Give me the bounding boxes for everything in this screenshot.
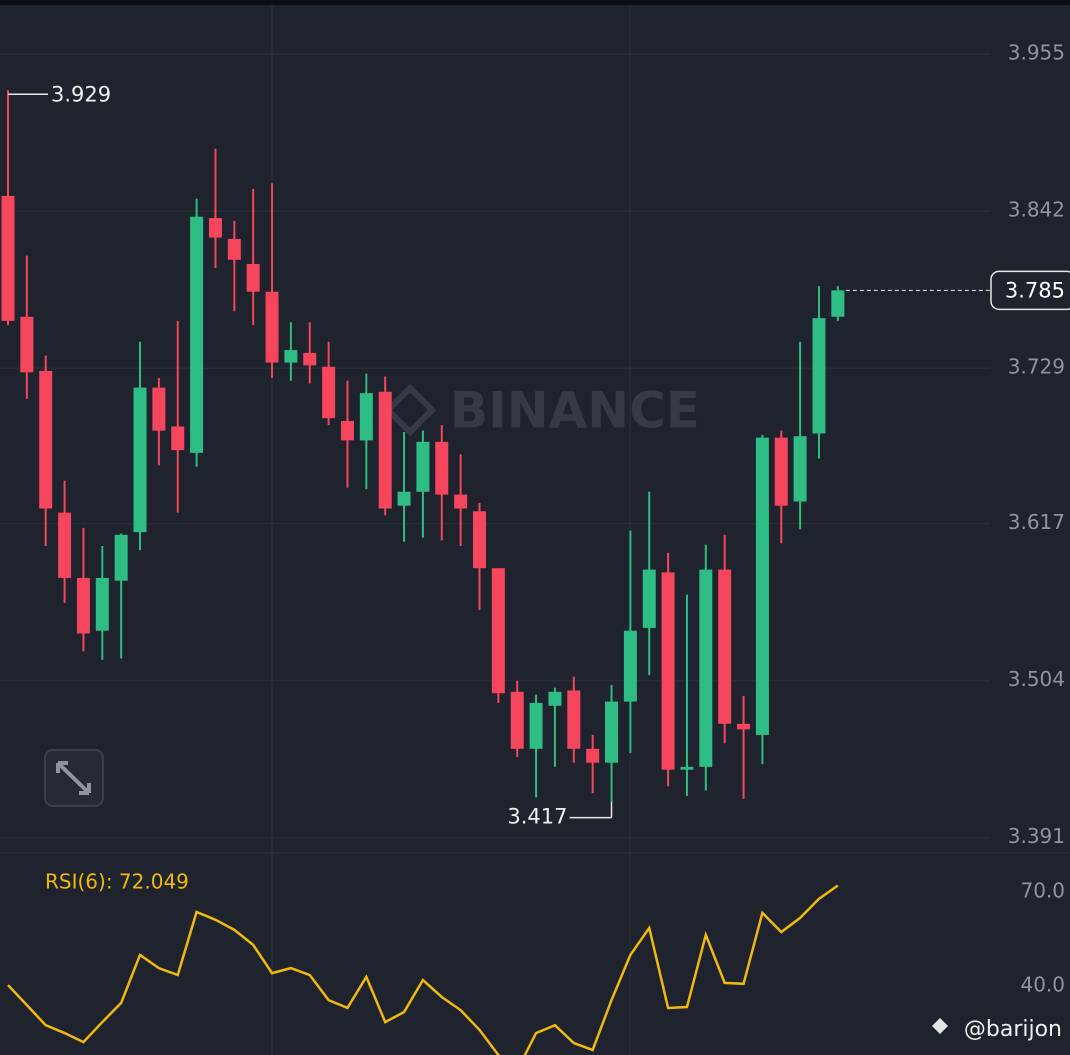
candle-body <box>623 630 637 702</box>
candle-body <box>699 569 713 767</box>
low-marker: 3.417 <box>507 805 567 829</box>
candle-body <box>831 290 845 317</box>
expand-icon <box>56 761 91 795</box>
price-box <box>990 270 1070 311</box>
candle-body <box>397 491 411 506</box>
y-tick-label: 40.0 <box>1020 972 1065 996</box>
credit-logo <box>932 1018 948 1034</box>
candle-body <box>605 701 619 763</box>
y-tick-label: 3.617 <box>1008 510 1065 534</box>
candle-body <box>322 366 336 419</box>
candle-body <box>567 690 581 749</box>
candle-body <box>473 511 486 569</box>
candle-body <box>246 263 260 292</box>
candle-body <box>548 691 562 706</box>
candle-body <box>190 216 204 453</box>
y-tick-label: 3.729 <box>1008 355 1065 379</box>
candle-body <box>152 387 166 431</box>
y-tick-label: 70.0 <box>1020 878 1065 902</box>
high-marker: 3.929 <box>51 82 111 106</box>
candle-body <box>774 437 788 506</box>
candle-body <box>680 766 694 770</box>
candle-body <box>303 352 317 366</box>
watermark: BINANCE <box>450 382 700 440</box>
legend-label: RSI(6): 72.049 <box>45 870 189 894</box>
candle-body <box>1 195 15 321</box>
candle-body <box>284 350 298 363</box>
candle-body <box>208 218 222 238</box>
candle-body <box>755 437 769 735</box>
candle-body <box>586 748 600 763</box>
candle-body <box>737 723 751 730</box>
candle-body <box>718 569 732 724</box>
candle-body <box>510 691 524 749</box>
credit: @barijon <box>964 1017 1062 1042</box>
candle-body <box>76 577 90 634</box>
candle-body <box>529 702 543 749</box>
candle-body <box>227 238 241 260</box>
y-tick-label: 3.504 <box>1008 667 1065 691</box>
rsi-line <box>7 884 839 1055</box>
candle-body <box>265 291 279 363</box>
candle-body <box>435 441 449 495</box>
candle-body <box>454 494 468 509</box>
candle-body <box>416 441 430 492</box>
candle-body <box>95 577 109 631</box>
candle-body <box>39 370 53 509</box>
current-price: 3.785 <box>1005 278 1065 302</box>
y-tick-label: 3.955 <box>1008 41 1065 65</box>
candle-body <box>20 316 34 373</box>
watermark-logo <box>383 383 437 437</box>
candle-body <box>378 391 392 509</box>
candle-body <box>340 420 354 441</box>
candle-body <box>359 393 373 441</box>
candle-body <box>793 436 807 502</box>
candle-body <box>642 569 656 628</box>
candle-body <box>812 318 826 434</box>
candle-body <box>661 572 675 770</box>
y-tick-label: 3.391 <box>1008 824 1065 848</box>
candle-body <box>491 568 505 694</box>
candle-body <box>171 426 185 451</box>
top-strip <box>0 0 1070 5</box>
candle-body <box>133 387 147 533</box>
rsi-panel <box>7 884 839 1055</box>
y-tick-label: 3.842 <box>1008 198 1065 222</box>
candle-body <box>58 512 72 578</box>
candle-body <box>114 534 128 581</box>
